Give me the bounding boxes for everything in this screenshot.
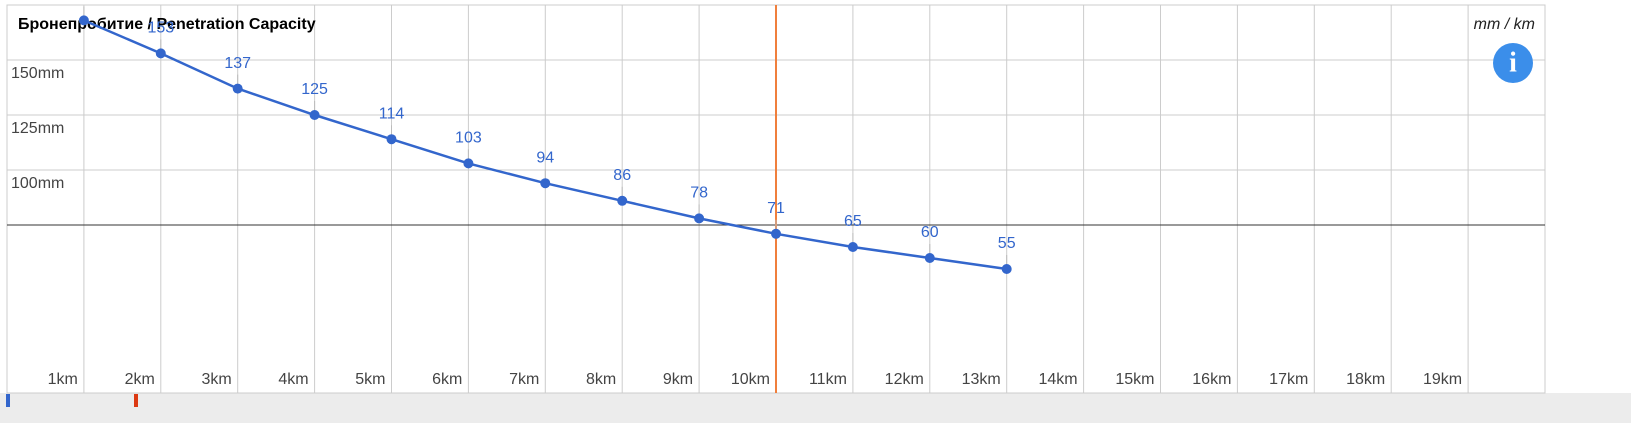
y-tick-label: 150mm — [11, 65, 64, 82]
x-tick-label: 1km — [48, 371, 78, 388]
y-tick-label: 100mm — [11, 175, 64, 192]
data-label: 114 — [379, 105, 405, 122]
x-tick-label: 3km — [201, 371, 231, 388]
data-label: 55 — [998, 235, 1016, 252]
x-tick-label: 13km — [962, 371, 1001, 388]
x-tick-label: 17km — [1269, 371, 1308, 388]
x-tick-label: 11km — [809, 371, 847, 388]
point — [617, 195, 628, 206]
toolbar-mark — [134, 394, 138, 407]
x-tick-label: 8km — [586, 371, 616, 388]
x-tick-label: 15km — [1115, 371, 1154, 388]
point — [155, 48, 166, 59]
data-label: 168 — [71, 0, 98, 4]
x-tick-label: 9km — [663, 371, 693, 388]
point — [847, 242, 858, 252]
data-label: 153 — [147, 20, 174, 37]
data-label: 60 — [921, 224, 939, 241]
point — [386, 134, 397, 145]
x-tick-label: 2km — [125, 371, 155, 388]
x-tick-label: 10km — [731, 371, 770, 388]
x-tick-label: 18km — [1346, 371, 1385, 388]
x-tick-label: 16km — [1192, 371, 1231, 388]
point — [924, 253, 935, 263]
point — [540, 178, 551, 189]
point — [309, 110, 320, 120]
unit-note: mm / km — [1474, 16, 1535, 33]
point — [694, 213, 705, 224]
x-tick-label: 7km — [509, 371, 539, 388]
data-label: 94 — [536, 149, 554, 166]
point — [1001, 264, 1012, 274]
x-tick-label: 12km — [885, 371, 924, 388]
data-label: 125 — [301, 81, 328, 98]
point — [463, 158, 474, 169]
info-button[interactable] — [1493, 43, 1533, 83]
point — [78, 15, 89, 26]
chart-title: Бронепробитие / Penetration Capacity — [18, 16, 316, 33]
data-label: 78 — [690, 185, 708, 202]
data-label: 103 — [455, 130, 482, 147]
data-label: 71 — [767, 200, 785, 217]
y-tick-label: 125mm — [11, 120, 64, 137]
x-tick-label: 5km — [355, 371, 385, 388]
x-tick-label: 19km — [1423, 371, 1462, 388]
point — [232, 83, 243, 94]
data-label: 137 — [224, 55, 251, 72]
x-tick-label: 4km — [278, 371, 308, 388]
toolbar — [0, 393, 1631, 423]
info-icon[interactable]: i — [1509, 47, 1517, 78]
toolbar-mark — [6, 394, 10, 407]
data-label: 86 — [613, 167, 631, 184]
x-tick-label: 14km — [1038, 371, 1077, 388]
data-label: 65 — [844, 213, 862, 230]
x-tick-label: 6km — [432, 371, 462, 388]
point — [771, 228, 781, 239]
